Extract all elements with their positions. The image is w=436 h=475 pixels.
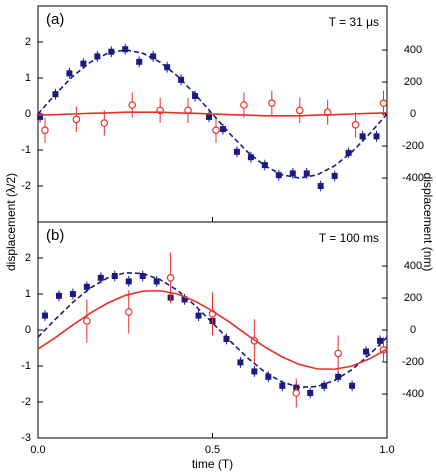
data-point	[206, 113, 213, 120]
y-tick-label: 0	[25, 324, 31, 336]
panel-note: T = 100 ms	[319, 231, 379, 245]
data-point	[335, 373, 342, 380]
data-point	[164, 64, 171, 71]
y-tick-label: -2	[21, 396, 31, 408]
data-point	[153, 278, 160, 285]
data-point	[307, 390, 314, 396]
x-tick-label: 1.0	[379, 444, 394, 456]
data-point	[247, 154, 254, 161]
y2-tick-label: 400	[404, 260, 422, 272]
data-point	[212, 126, 220, 135]
y-axis-label: displacement (λ/2)	[4, 173, 18, 271]
data-point	[317, 183, 324, 189]
y2-tick-label: -400	[402, 388, 424, 400]
data-point	[359, 133, 366, 140]
data-point	[379, 99, 388, 108]
data-point	[150, 53, 157, 60]
data-point	[321, 382, 328, 389]
y-tick-label: 1	[25, 72, 31, 84]
data-point	[139, 273, 146, 279]
y2-tick-label: 200	[404, 76, 422, 88]
data-point	[331, 172, 338, 179]
data-point	[233, 148, 240, 155]
y2-tick-label: 400	[404, 44, 422, 56]
data-point	[136, 58, 143, 65]
data-point	[83, 283, 90, 290]
data-point	[80, 60, 87, 67]
y2-tick-label: 0	[410, 108, 416, 120]
x-axis-label: time (T)	[192, 457, 233, 471]
fit-curve	[37, 289, 388, 371]
panel-note: T = 31 μs	[329, 15, 379, 29]
data-point	[94, 53, 101, 60]
panel-label: (b)	[46, 227, 64, 244]
data-point	[275, 172, 282, 179]
data-point	[128, 101, 137, 109]
data-point	[37, 113, 44, 120]
y-tick-label: 2	[25, 252, 31, 264]
data-point	[100, 119, 109, 127]
data-point	[292, 389, 301, 397]
data-point	[240, 101, 248, 109]
y-tick-label: -1	[21, 360, 31, 372]
panel-label: (a)	[46, 11, 64, 28]
data-point	[268, 99, 276, 108]
data-point	[69, 291, 76, 297]
data-point	[351, 121, 360, 129]
data-point	[251, 368, 258, 375]
data-point	[66, 70, 73, 77]
data-point	[83, 317, 91, 325]
y-tick-label: 2	[25, 36, 31, 48]
data-point	[265, 373, 272, 380]
data-point	[219, 126, 226, 133]
data-point	[223, 336, 230, 342]
y2-tick-label: 200	[404, 292, 422, 304]
y2-axis-label: displacement (nm)	[421, 173, 435, 272]
y-tick-label: -2	[21, 180, 31, 192]
fit-curve	[37, 49, 388, 179]
fit-curve	[37, 271, 388, 389]
y-tick-label: 1	[25, 288, 31, 300]
x-tick-label: 0.5	[205, 444, 220, 456]
data-point	[303, 170, 310, 177]
y2-tick-label: -200	[402, 140, 424, 152]
fit-curve	[37, 111, 388, 117]
y-tick-label: 0	[25, 108, 31, 120]
data-point	[55, 292, 62, 299]
y-tick-label: -1	[21, 144, 31, 156]
y2-tick-label: -200	[402, 356, 424, 368]
data-point	[192, 93, 199, 99]
y2-tick-label: -400	[402, 172, 424, 184]
data-point	[195, 312, 202, 319]
data-point	[345, 149, 352, 156]
y2-tick-label: 0	[410, 324, 416, 336]
data-point	[97, 274, 104, 281]
data-point	[261, 162, 268, 169]
data-point	[181, 296, 188, 303]
data-point	[166, 273, 175, 282]
data-point	[349, 382, 356, 389]
x-tick-label: 0.0	[30, 444, 45, 456]
y-tick-label: -3	[21, 432, 31, 444]
data-point	[373, 133, 380, 140]
data-point	[363, 348, 370, 355]
data-point	[122, 46, 129, 53]
data-point	[334, 349, 342, 358]
data-point	[279, 382, 286, 389]
data-point	[377, 337, 384, 344]
data-point	[41, 312, 48, 319]
data-point	[124, 308, 133, 316]
data-point	[295, 106, 304, 115]
data-point	[125, 278, 132, 285]
data-point	[41, 126, 49, 135]
data-point	[237, 359, 244, 366]
data-point	[289, 170, 296, 177]
data-point	[72, 115, 81, 124]
